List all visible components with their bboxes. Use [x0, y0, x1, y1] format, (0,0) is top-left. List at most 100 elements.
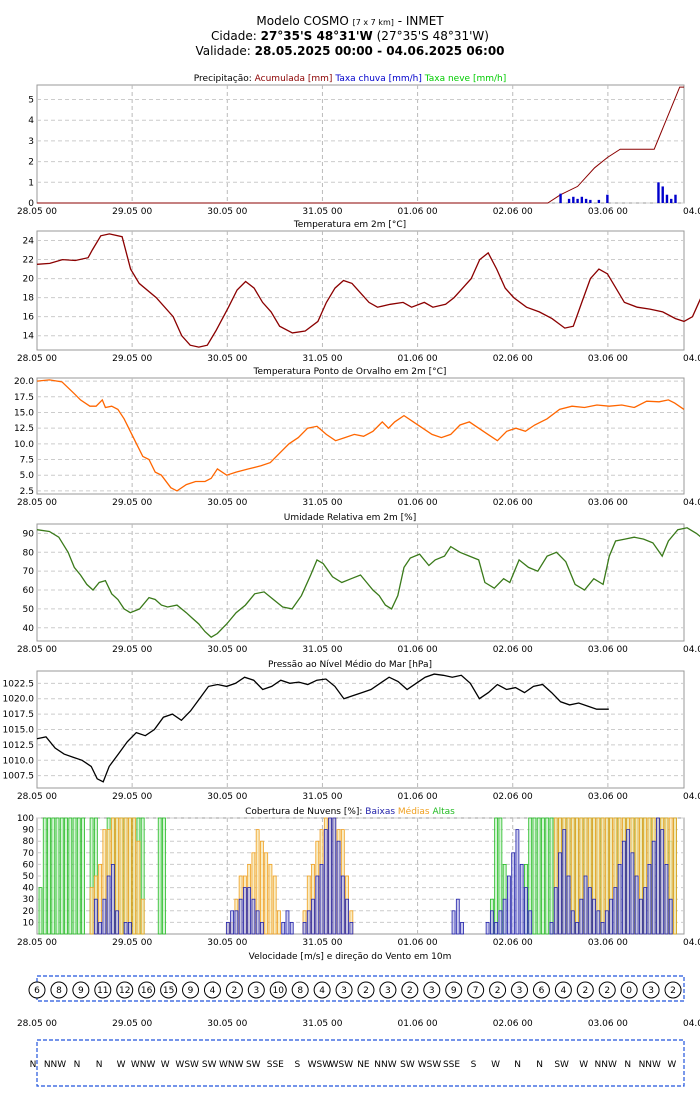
- dew-xtick-label: 28.05 00: [17, 498, 57, 508]
- clouds-ytick-label: 40: [23, 884, 35, 894]
- cloud-bar-baixas: [668, 898, 673, 935]
- cloud-bar-médias: [264, 852, 269, 935]
- cloud-bar-médias: [123, 817, 128, 935]
- wind-speed-label: 4: [210, 986, 216, 996]
- validity-label: Validade:: [195, 44, 251, 58]
- wind-speed-circle: [467, 981, 485, 999]
- wind-direction-label: S: [471, 1060, 477, 1070]
- wind-direction-label: SW: [202, 1060, 217, 1070]
- wind-speed-label: 2: [582, 986, 588, 996]
- press-ytick-label: 1015.0: [3, 726, 35, 736]
- wind-speed-circle: [313, 981, 331, 999]
- validity-range: 28.05.2025 00:00 - 04.06.2025 06:00: [254, 44, 505, 58]
- wind-direction-label: W: [161, 1060, 170, 1070]
- wind-speed-label: 3: [341, 986, 347, 996]
- cloud-bar-altas: [47, 817, 51, 935]
- precip-legend-1: Acumulada [mm]: [255, 74, 336, 84]
- cloud-bar-baixas: [596, 910, 601, 935]
- cloud-bar-baixas: [302, 922, 307, 935]
- cloud-bar-baixas: [502, 898, 507, 935]
- wind-speed-label: 3: [429, 986, 435, 996]
- cloud-bar-altas: [541, 817, 545, 935]
- wind-direction-label: NNW: [595, 1060, 617, 1070]
- precip-rain-bar: [597, 199, 601, 203]
- temp-ytick-label: 14: [23, 332, 35, 342]
- temp-xtick-label: 30.05 00: [207, 354, 247, 364]
- dew-ytick-label: 12.5: [14, 424, 34, 434]
- dew-xtick-label: 30.05 00: [207, 498, 247, 508]
- clouds-ytick-label: 100: [17, 814, 34, 824]
- wind-speed-circle: [335, 981, 353, 999]
- cloud-bar-baixas: [566, 875, 571, 935]
- dew-ytick-label: 2.5: [20, 487, 34, 497]
- city-coords: 27°35'S 48°31'W: [260, 29, 373, 43]
- wind-xtick-label: 28.05 00: [17, 1019, 57, 1029]
- cloud-bar-baixas: [511, 852, 516, 935]
- cloud-bar-baixas: [123, 922, 128, 935]
- press-xtick-label: 31.05 00: [302, 792, 342, 802]
- wind-speed-circle: [28, 981, 46, 999]
- precip-xtick-label: 29.05 00: [112, 207, 152, 217]
- cloud-bar-baixas: [332, 817, 337, 935]
- clouds-title: Cobertura de Nuvens [%]: Baixas Médias A…: [245, 806, 455, 817]
- cloud-bar-médias: [673, 817, 677, 935]
- precip-xtick-label: 28.05 00: [17, 207, 57, 217]
- wind-speed-circle: [598, 981, 616, 999]
- cloud-bar-baixas: [455, 898, 460, 935]
- precip-frame: [36, 84, 685, 204]
- wind-speed-circle: [620, 981, 638, 999]
- wind-direction-label: NE: [357, 1060, 370, 1070]
- wind-speed-circle: [445, 981, 463, 999]
- cloud-bar-baixas: [106, 875, 111, 935]
- dew-title: Temperatura Ponto de Orvalho em 2m [°C]: [253, 367, 447, 377]
- cloud-bar-altas: [55, 817, 60, 935]
- cloud-bar-médias: [128, 817, 132, 935]
- wind-speed-label: 0: [626, 986, 632, 996]
- temp-ytick-label: 16: [23, 313, 35, 323]
- precip-rain-bar: [589, 199, 592, 203]
- cloud-bar-baixas: [336, 840, 341, 935]
- wind-speed-label: 3: [517, 986, 523, 996]
- cloud-bar-baixas: [93, 898, 98, 935]
- cloud-bar-baixas: [238, 898, 243, 935]
- wind-direction-label: N: [624, 1060, 631, 1070]
- rh-ytick-label: 50: [23, 605, 35, 615]
- precip-rain-bar: [665, 194, 669, 203]
- cloud-bar-médias: [119, 817, 124, 935]
- cloud-bar-baixas: [613, 887, 618, 935]
- wind-speed-circle: [269, 981, 287, 999]
- precip-xtick-label: 04.06 00: [683, 207, 700, 217]
- cloud-bar-baixas: [247, 887, 252, 935]
- city-coords-plain: (27°35'S 48°31'W): [376, 29, 489, 43]
- cloud-bar-médias: [132, 817, 137, 935]
- wind-speed-circle: [225, 981, 243, 999]
- wind-speed-label: 2: [670, 986, 676, 996]
- wind-speed-label: 11: [97, 986, 108, 996]
- cloud-bar-baixas: [507, 875, 511, 935]
- wind-direction-label: SW: [554, 1060, 569, 1070]
- cloud-bar-médias: [140, 898, 145, 935]
- wind-speed-label: 10: [273, 986, 285, 996]
- cloud-bar-baixas: [515, 829, 520, 935]
- press-xtick-label: 04.06 00: [683, 792, 700, 802]
- clouds-xtick-label: 04.06 00: [683, 938, 700, 948]
- press-ytick-label: 1022.5: [3, 679, 35, 689]
- press-xtick-label: 02.06 00: [493, 792, 533, 802]
- precip-xtick-label: 01.06 00: [398, 207, 438, 217]
- wind-direction-label: WSW: [330, 1060, 354, 1070]
- wind-speed-circle: [72, 981, 90, 999]
- cloud-bar-altas: [42, 817, 47, 935]
- cloud-bar-baixas: [225, 922, 230, 935]
- header-validity: Validade: 28.05.2025 00:00 - 04.06.2025 …: [0, 44, 700, 59]
- press-ytick-label: 1020.0: [3, 695, 35, 705]
- temp-xtick-label: 01.06 00: [398, 354, 438, 364]
- cloud-bar-baixas: [549, 922, 554, 935]
- cloud-bar-altas: [162, 817, 166, 935]
- cloud-bar-baixas: [110, 864, 115, 935]
- cloud-bar-altas: [51, 817, 56, 935]
- cloud-bar-médias: [600, 817, 605, 935]
- cloud-bar-altas: [494, 817, 499, 935]
- cloud-bar-médias: [272, 875, 277, 935]
- precip-rain-bar: [661, 186, 664, 203]
- rh-xtick-label: 03.06 00: [588, 645, 628, 655]
